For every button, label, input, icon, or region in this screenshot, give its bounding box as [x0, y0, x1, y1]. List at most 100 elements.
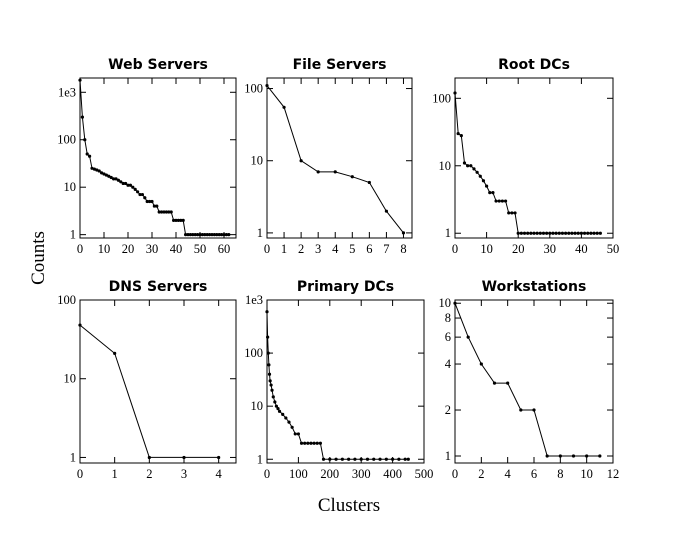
file-servers-x-tick-label: 5: [349, 242, 355, 256]
web-servers-data-point: [205, 233, 209, 237]
web-servers-x-tick-label: 30: [146, 242, 159, 256]
workstations-y-tick-label: 8: [445, 311, 451, 325]
primary-dcs-data-point: [265, 310, 269, 314]
web-servers-data-point: [126, 183, 130, 187]
file-servers-data-point: [367, 180, 371, 185]
web-servers-data-point: [114, 177, 118, 181]
web-servers-data-point: [160, 210, 164, 214]
dns-servers-y-tick-label: 100: [57, 293, 76, 307]
root-dcs-data-point: [529, 231, 533, 235]
root-dcs-data-point: [592, 231, 596, 235]
primary-dcs-data-point: [266, 335, 270, 339]
dns-servers-x-tick-label: 0: [77, 467, 83, 481]
primary-dcs-x-tick-label: 200: [320, 467, 339, 481]
file-servers-data-point: [316, 170, 320, 174]
primary-dcs-x-tick-label: 0: [264, 467, 270, 481]
dns-servers-data-point: [113, 351, 117, 355]
root-dcs-data-point: [526, 231, 530, 235]
web-servers-data-point: [107, 174, 111, 178]
web-servers-data-point: [119, 180, 123, 184]
primary-dcs-data-point: [347, 457, 351, 461]
root-dcs-data-point: [488, 191, 492, 195]
dns-servers-x-tick-label: 3: [181, 467, 187, 481]
web-servers-data-point: [184, 233, 188, 237]
primary-dcs-x-tick-label: 500: [415, 467, 434, 481]
file-servers-data-point: [384, 209, 389, 213]
primary-dcs-data-point: [276, 406, 280, 411]
file-servers-data-point: [401, 231, 406, 235]
web-servers-data-point: [88, 154, 92, 158]
web-servers-data-point: [157, 210, 161, 214]
primary-dcs-data-point: [372, 457, 376, 461]
dns-servers-x-tick-label: 2: [146, 467, 152, 481]
x-axis-title: Clusters: [318, 495, 380, 516]
primary-dcs-data-point: [353, 457, 357, 461]
file-servers-data-point: [282, 105, 286, 109]
primary-dcs-data-point: [406, 457, 410, 461]
root-dcs-data-point: [567, 231, 571, 235]
root-dcs-title: Root DCs: [498, 57, 570, 73]
root-dcs-data-point: [560, 231, 565, 235]
root-dcs-data-point: [497, 199, 501, 203]
root-dcs-data-point: [535, 231, 539, 235]
workstations-x-tick-label: 8: [557, 467, 563, 481]
root-dcs-data-point: [491, 191, 495, 195]
web-servers-data-point: [83, 138, 87, 142]
root-dcs-x-tick-label: 10: [480, 242, 493, 256]
web-servers-data-point: [208, 233, 212, 237]
workstations-title: Workstations: [482, 279, 587, 295]
web-servers-data-point: [181, 218, 185, 222]
web-servers-data-point: [224, 233, 228, 237]
root-dcs-x-tick-label: 40: [575, 242, 588, 256]
workstations-data-point: [571, 454, 576, 458]
dns-servers-data-point: [147, 455, 151, 460]
root-dcs-data-point: [522, 231, 527, 235]
web-servers-data-point: [131, 185, 135, 189]
web-servers-data-point: [203, 233, 207, 237]
workstations-y-tick-label: 10: [439, 296, 452, 310]
file-servers-x-tick-label: 8: [400, 242, 406, 256]
primary-dcs-data-point: [293, 432, 297, 436]
primary-dcs-data-point: [268, 379, 272, 383]
root-dcs-data-point: [507, 211, 511, 215]
primary-dcs-data-point: [312, 441, 316, 445]
dns-servers-series-line: [79, 324, 219, 458]
web-servers-data-point: [172, 218, 176, 222]
primary-dcs-frame: [266, 299, 425, 464]
primary-dcs-data-point: [267, 372, 272, 376]
primary-dcs-x-tick-label: 300: [352, 467, 371, 481]
root-dcs-y-tick-label: 1: [445, 226, 451, 240]
file-servers-y-tick-label: 100: [244, 82, 263, 96]
web-servers-x-tick-label: 60: [218, 242, 231, 256]
web-servers-data-point: [198, 233, 202, 237]
dns-servers-title: DNS Servers: [109, 279, 208, 295]
primary-dcs-y-tick-label: 1e3: [245, 293, 263, 307]
primary-dcs-data-point: [284, 416, 288, 420]
root-dcs-data-point: [485, 184, 489, 188]
file-servers-frame: [266, 77, 413, 239]
root-dcs-x-tick-label: 20: [512, 242, 525, 256]
workstations-data-point: [492, 381, 497, 385]
root-dcs-data-point: [532, 231, 536, 235]
primary-dcs-data-point: [306, 441, 310, 445]
web-servers-data-point: [92, 167, 96, 171]
workstations-data-point: [558, 454, 562, 458]
primary-dcs-series-line: [266, 311, 409, 460]
primary-dcs-data-point: [378, 457, 382, 461]
web-servers-data-point: [220, 233, 224, 237]
workstations-y-tick-label: 4: [445, 357, 452, 371]
workstations-x-tick-label: 4: [505, 467, 512, 481]
root-dcs-data-point: [541, 231, 546, 235]
web-servers-data-point: [145, 199, 149, 204]
web-servers-data-point: [167, 210, 171, 214]
primary-dcs-x-tick-label: 400: [383, 467, 402, 481]
primary-dcs-data-point: [315, 441, 319, 445]
workstations-data-point: [545, 454, 549, 458]
primary-dcs-data-point: [309, 441, 313, 445]
web-servers-data-point: [222, 233, 226, 237]
primary-dcs-data-point: [271, 395, 275, 399]
web-servers-x-tick-label: 0: [77, 242, 83, 256]
dns-servers-data-point: [217, 455, 221, 460]
web-servers-data-point: [104, 173, 108, 177]
